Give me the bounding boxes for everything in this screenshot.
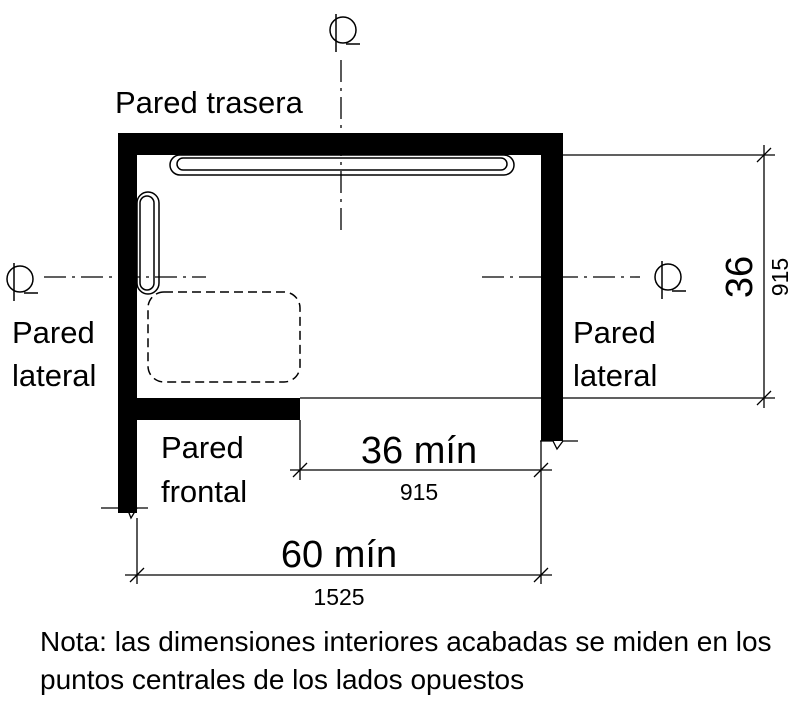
left-wall (118, 133, 137, 513)
right-side-wall-label-1: Pared (573, 315, 656, 350)
centerline-symbol-icon (654, 261, 686, 299)
break-lines (101, 440, 578, 520)
depth-inches: 36 (719, 256, 761, 298)
dimension-opening (290, 420, 552, 480)
front-wall-label-1: Pared (161, 430, 244, 465)
grab-bar-back (169, 154, 515, 176)
width-mm: 1525 (313, 584, 364, 610)
opening-inches: 36 mín (361, 430, 477, 472)
dimension-width (125, 480, 552, 584)
grab-bar-side (136, 191, 160, 295)
seat-outline (147, 291, 301, 383)
note-text: Nota: las dimensiones interiores acabada… (40, 626, 772, 695)
depth-mm: 915 (767, 258, 790, 296)
left-side-wall-label-1: Pared (12, 315, 95, 350)
right-side-wall-label-2: lateral (573, 358, 657, 393)
left-side-wall-label-2: lateral (12, 358, 96, 393)
centerline-symbol-icon (6, 263, 38, 301)
width-inches: 60 mín (281, 534, 397, 576)
front-wall (118, 398, 300, 420)
dimension-depth (563, 145, 775, 408)
centerline-symbol-icon (329, 14, 360, 52)
back-wall-label: Pared trasera (115, 85, 304, 120)
back-wall (118, 133, 563, 155)
opening-mm: 915 (400, 479, 438, 505)
right-wall (541, 133, 563, 441)
walls (118, 133, 563, 513)
front-wall-label-2: frontal (161, 474, 247, 509)
